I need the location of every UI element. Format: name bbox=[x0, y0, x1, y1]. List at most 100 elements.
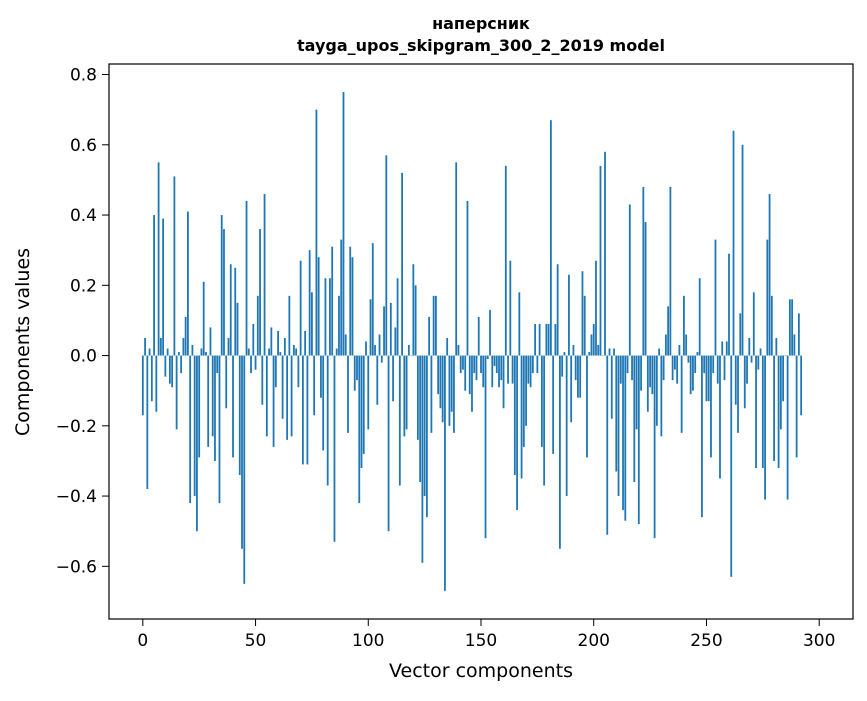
bar bbox=[583, 295, 586, 356]
bar bbox=[563, 352, 566, 356]
bar bbox=[624, 355, 627, 521]
bar bbox=[380, 355, 383, 363]
bar bbox=[234, 267, 237, 356]
bar bbox=[261, 355, 264, 405]
bar bbox=[216, 355, 219, 374]
bar bbox=[362, 355, 365, 454]
bar bbox=[797, 313, 800, 356]
bar bbox=[446, 337, 449, 356]
bar bbox=[782, 355, 785, 402]
bar bbox=[141, 355, 144, 416]
bar bbox=[254, 355, 257, 370]
bar bbox=[331, 246, 334, 356]
bar bbox=[459, 355, 462, 374]
bar bbox=[466, 200, 469, 356]
bar bbox=[425, 355, 428, 518]
bar bbox=[489, 309, 491, 356]
bar bbox=[389, 302, 392, 356]
bar bbox=[455, 162, 458, 356]
bar bbox=[356, 355, 358, 381]
bar bbox=[737, 355, 739, 433]
bar bbox=[191, 345, 194, 356]
bar bbox=[734, 355, 737, 405]
bar bbox=[795, 355, 798, 458]
bar bbox=[484, 355, 487, 539]
bar bbox=[421, 355, 424, 563]
bar bbox=[412, 264, 415, 356]
bar bbox=[430, 355, 433, 433]
bar bbox=[572, 345, 575, 356]
bar bbox=[703, 355, 706, 374]
bar bbox=[662, 355, 665, 381]
bar bbox=[387, 355, 390, 532]
bar bbox=[658, 348, 661, 356]
bar bbox=[207, 355, 210, 447]
bar bbox=[746, 355, 748, 384]
bar bbox=[159, 337, 162, 356]
bar bbox=[338, 295, 340, 356]
bar bbox=[694, 355, 697, 374]
bar bbox=[342, 92, 345, 356]
bar bbox=[536, 355, 539, 374]
bar bbox=[252, 323, 255, 356]
bar bbox=[277, 330, 279, 356]
bar bbox=[279, 352, 282, 356]
bar bbox=[545, 323, 548, 356]
bar bbox=[353, 355, 356, 391]
bar bbox=[441, 355, 444, 423]
bar bbox=[581, 271, 584, 356]
bar bbox=[448, 355, 451, 426]
bar bbox=[728, 253, 730, 356]
bar bbox=[358, 355, 361, 504]
bar bbox=[529, 355, 532, 388]
y-tick-label: −0.4 bbox=[56, 487, 97, 507]
bar bbox=[561, 355, 564, 377]
bar bbox=[788, 299, 791, 356]
chart-title: наперсник bbox=[432, 14, 530, 33]
bar bbox=[800, 355, 803, 416]
bar bbox=[175, 355, 178, 430]
bar bbox=[428, 316, 431, 356]
bar bbox=[779, 355, 782, 430]
bar bbox=[304, 330, 307, 356]
bar bbox=[229, 264, 232, 356]
bar bbox=[301, 355, 304, 465]
bar bbox=[538, 323, 541, 356]
bar bbox=[669, 186, 672, 356]
bar bbox=[198, 355, 201, 458]
bar bbox=[374, 345, 376, 356]
bar bbox=[692, 355, 694, 391]
y-tick-label: 0.6 bbox=[70, 136, 97, 156]
bar bbox=[588, 352, 591, 356]
bar bbox=[680, 355, 683, 433]
bar bbox=[144, 337, 146, 356]
bar bbox=[317, 257, 320, 356]
bar bbox=[295, 348, 298, 356]
x-axis-label: Vector components bbox=[389, 660, 573, 682]
bar bbox=[676, 355, 679, 384]
y-tick-label: 0.8 bbox=[70, 66, 97, 86]
bar bbox=[245, 200, 248, 356]
bar bbox=[187, 211, 189, 356]
bar bbox=[155, 355, 158, 412]
bar bbox=[739, 313, 742, 356]
bar bbox=[468, 355, 471, 395]
bar bbox=[265, 355, 268, 437]
bar bbox=[272, 355, 275, 447]
bar bbox=[168, 355, 171, 384]
bar bbox=[721, 341, 724, 356]
y-tick-label: −0.6 bbox=[56, 557, 97, 577]
x-tick-label: 100 bbox=[352, 631, 384, 651]
bar bbox=[189, 355, 192, 504]
bar bbox=[761, 355, 764, 468]
bar bbox=[283, 337, 286, 356]
bar bbox=[209, 327, 212, 356]
y-tick-label: 0.0 bbox=[70, 347, 97, 367]
bar bbox=[606, 355, 609, 535]
bar bbox=[547, 323, 550, 356]
bar bbox=[288, 295, 291, 356]
bar bbox=[770, 295, 773, 356]
bar bbox=[292, 345, 295, 356]
bar bbox=[153, 215, 155, 356]
bar bbox=[157, 162, 160, 356]
